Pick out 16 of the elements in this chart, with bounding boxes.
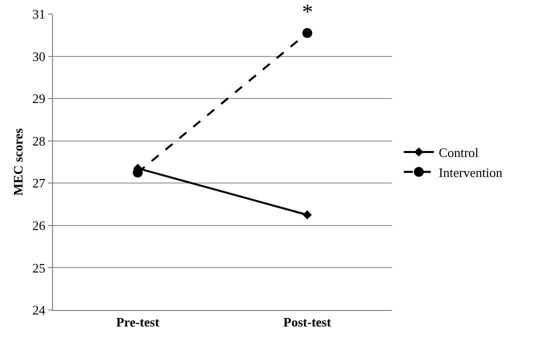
point	[302, 210, 312, 220]
y-axis-title: MEC scores	[10, 128, 26, 196]
legend-label: Intervention	[438, 164, 503, 180]
y-tick-label: 28	[32, 133, 46, 148]
y-tick-label: 31	[32, 6, 46, 22]
point	[302, 28, 312, 38]
y-tick-label: 24	[32, 302, 46, 318]
y-tick-label: 26	[32, 218, 46, 233]
y-tick-label: 25	[32, 260, 46, 276]
y-tick-label: 27	[32, 176, 46, 191]
y-tick-label: 30	[32, 48, 46, 64]
legend-label: Control	[438, 145, 479, 160]
x-tick-label: Pre-test	[116, 314, 160, 330]
x-tick-label: Post-test	[283, 314, 332, 330]
y-tick-label: 29	[32, 91, 46, 106]
annotation: *	[302, 0, 313, 24]
